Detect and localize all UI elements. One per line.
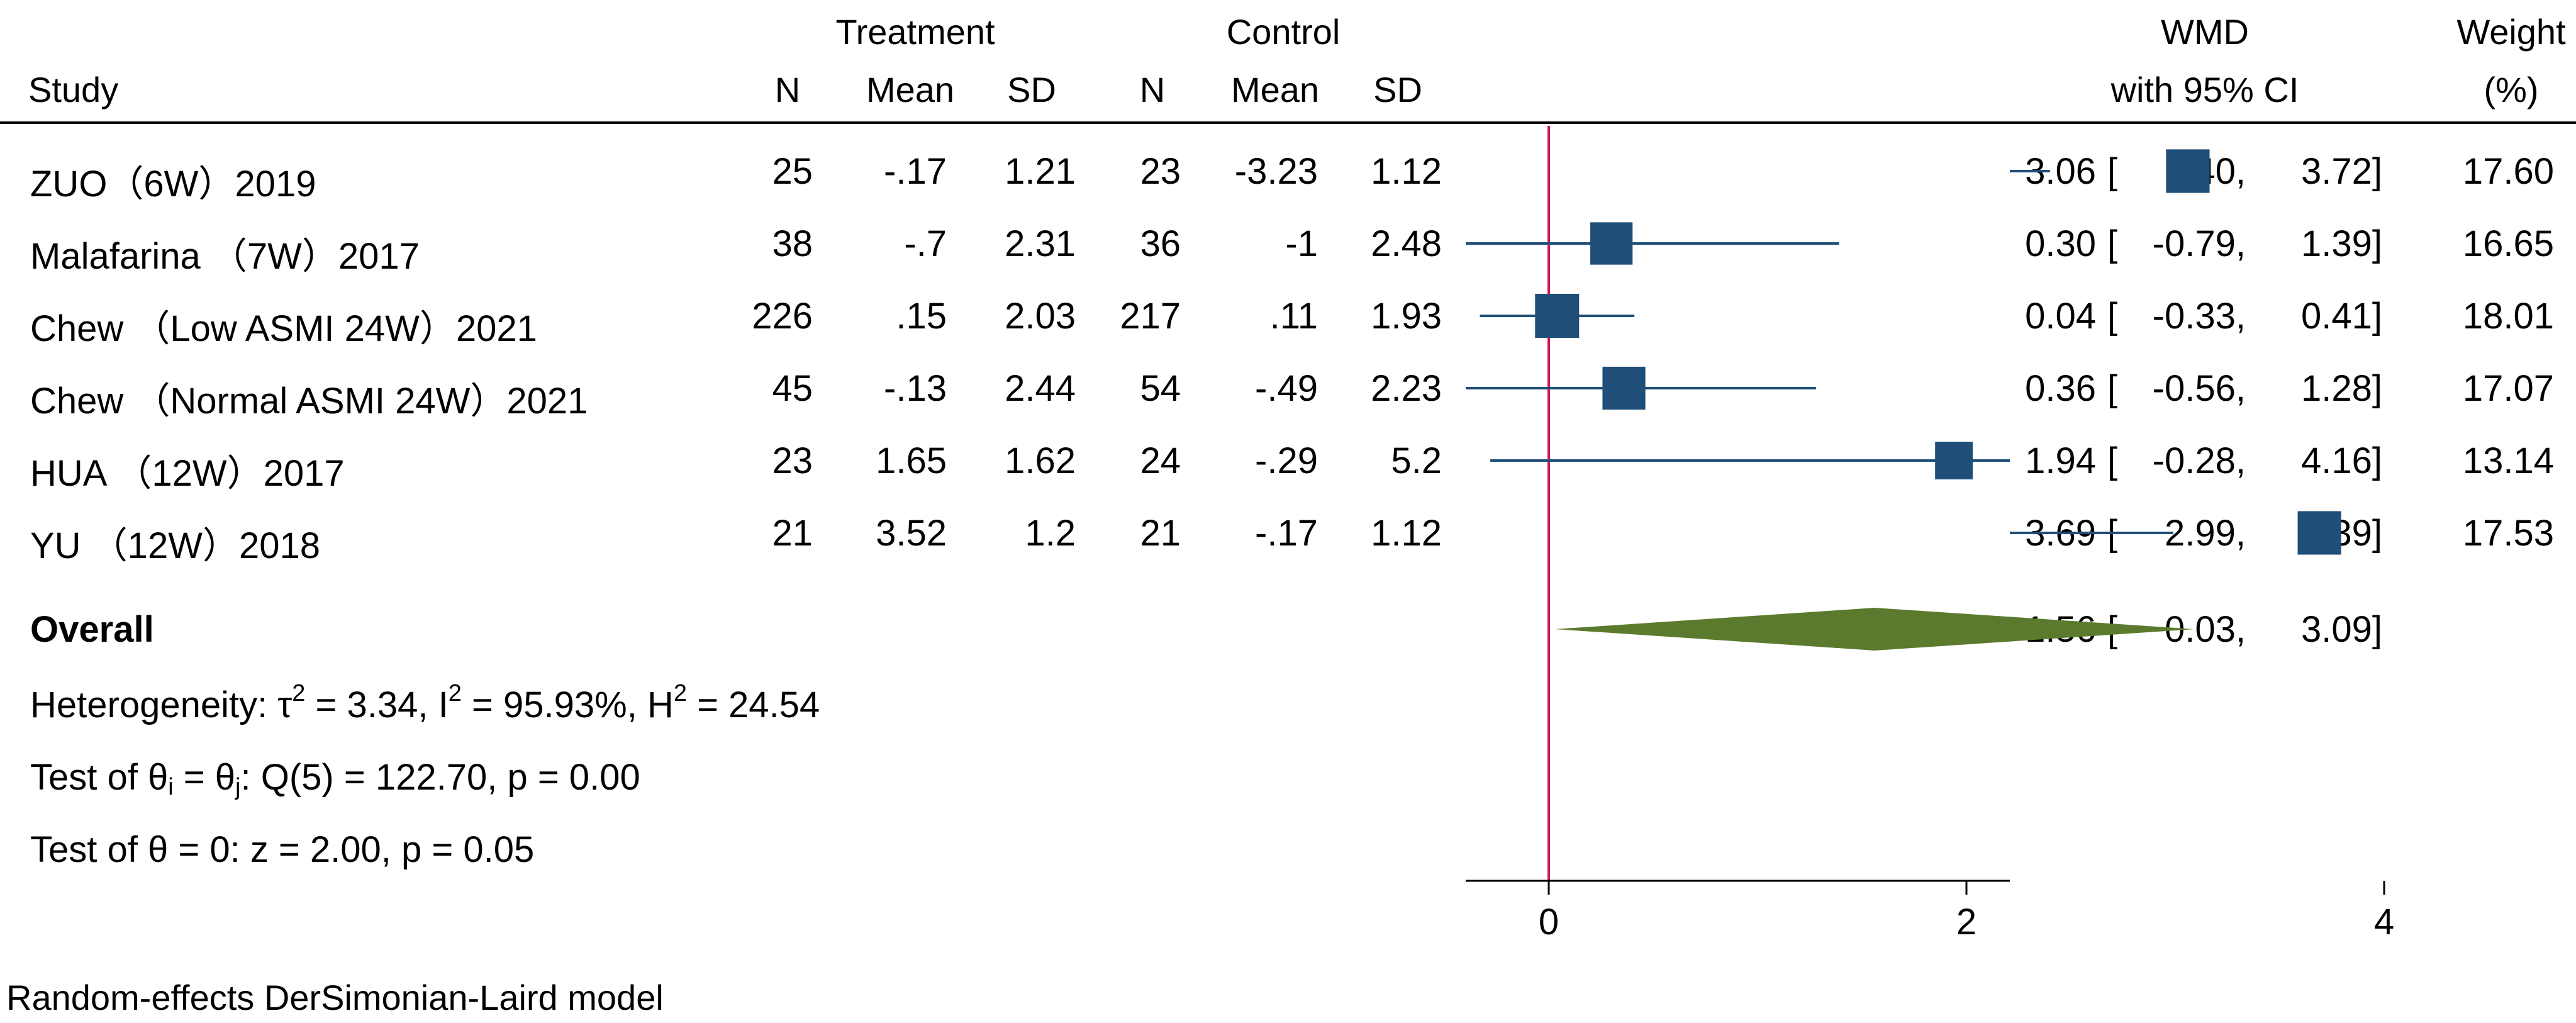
homogeneity-test-text: Test of θi = θj: Q(5) = 122.70, p = 0.00 [30, 757, 640, 800]
ci-lower-value: 2.99, [2165, 513, 2246, 554]
study-header: Study [28, 70, 118, 109]
ci-lower-value: -0.79, [2153, 223, 2246, 264]
ci-upper-value: 1.28] [2301, 368, 2382, 409]
weight-value: 13.14 [2463, 440, 2554, 481]
x-tick-label: 4 [2374, 902, 2394, 942]
weight-value: 17.53 [2463, 513, 2554, 554]
treatment-sd-header: SD [1007, 70, 1056, 109]
treatment-sd-value: 2.44 [1005, 368, 1076, 409]
weight-header-line2: (%) [2484, 70, 2538, 109]
control-sd-header: SD [1373, 70, 1422, 109]
ci-upper-value: 0.41] [2301, 296, 2382, 337]
weight-value: 18.01 [2463, 296, 2554, 337]
effect-estimate-value: 1.94 [2025, 440, 2096, 481]
treatment-n-header: N [775, 70, 800, 109]
study-label: ZUO（6W）2019 [30, 164, 316, 204]
ci-upper-value: 3.72] [2301, 151, 2382, 192]
control-sd-value: 5.2 [1391, 440, 1442, 481]
ci-open-bracket: [ [2107, 151, 2117, 192]
effect-header-line2: with 95% CI [2110, 70, 2299, 109]
overall-test-text: Test of θ = 0: z = 2.00, p = 0.05 [30, 829, 534, 870]
effect-marker [1935, 442, 1973, 479]
control-mean-value: .11 [1270, 296, 1318, 337]
heterogeneity-text: Heterogeneity: τ2 = 3.34, I2 = 95.93%, H… [30, 680, 820, 725]
treatment-mean-value: 3.52 [876, 513, 947, 554]
control-sd-value: 1.12 [1371, 151, 1442, 192]
control-n-value: 217 [1120, 296, 1181, 337]
control-n-value: 54 [1140, 368, 1181, 409]
treatment-mean-value: -.7 [904, 223, 947, 264]
study-label: Chew （Normal ASMI 24W）2021 [30, 381, 588, 422]
treatment-mean-value: -.13 [884, 368, 947, 409]
control-n-value: 24 [1140, 440, 1181, 481]
study-label: YU （12W）2018 [30, 525, 320, 566]
x-tick-label: 2 [1956, 902, 1977, 942]
overall-diamond [1554, 608, 2194, 651]
ci-upper-value: 4.16] [2301, 440, 2382, 481]
treatment-n-value: 38 [772, 223, 813, 264]
model-note: Random-effects DerSimonian-Laird model [6, 978, 664, 1017]
study-label: HUA （12W）2017 [30, 453, 345, 494]
study-label: Chew （Low ASMI 24W）2021 [30, 308, 537, 349]
weight-value: 17.07 [2463, 368, 2554, 409]
ci-open-bracket: [ [2107, 440, 2117, 481]
effect-estimate-value: 0.04 [2025, 296, 2096, 337]
ci-open-bracket: [ [2107, 368, 2117, 409]
treatment-mean-value: -.17 [884, 151, 947, 192]
ci-open-bracket: [ [2107, 296, 2117, 337]
effect-marker [2297, 511, 2341, 555]
treatment-mean-header: Mean [866, 70, 954, 109]
treatment-sd-value: 1.62 [1005, 440, 1076, 481]
weight-value: 17.60 [2463, 151, 2554, 192]
control-sd-value: 2.48 [1371, 223, 1442, 264]
control-sd-value: 2.23 [1371, 368, 1442, 409]
ci-lower-value: -0.56, [2153, 368, 2246, 409]
control-mean-value: -3.23 [1235, 151, 1318, 192]
effect-estimate-value: 0.36 [2025, 368, 2096, 409]
treatment-n-value: 21 [772, 513, 813, 554]
treatment-n-value: 226 [752, 296, 813, 337]
study-rows: ZUO（6W）201925-.171.2123-3.231.123.06[2.4… [30, 151, 2554, 650]
effect-estimate-value: 0.30 [2025, 223, 2096, 264]
x-tick-label: 0 [1539, 902, 1559, 942]
treatment-n-value: 25 [772, 151, 813, 192]
control-sd-value: 1.12 [1371, 513, 1442, 554]
overall-ci-upper-value: 3.09] [2301, 609, 2382, 650]
control-mean-value: -.17 [1255, 513, 1318, 554]
weight-header-line1: Weight [2456, 12, 2566, 52]
control-mean-value: -.49 [1255, 368, 1318, 409]
effect-marker [1590, 222, 1633, 265]
treatment-mean-value: 1.65 [876, 440, 947, 481]
control-mean-value: -1 [1285, 223, 1318, 264]
treatment-group-header: Treatment [835, 12, 995, 52]
ci-lower-value: -0.28, [2153, 440, 2246, 481]
control-sd-value: 1.93 [1371, 296, 1442, 337]
control-n-value: 21 [1140, 513, 1181, 554]
study-label: Malafarina （7W）2017 [30, 236, 420, 277]
control-n-header: N [1140, 70, 1165, 109]
treatment-sd-value: 1.2 [1025, 513, 1076, 554]
plot-marks: 0 2 4 [1466, 126, 2394, 942]
ci-upper-value: 1.39] [2301, 223, 2382, 264]
ci-lower-value: -0.33, [2153, 296, 2246, 337]
treatment-mean-value: .15 [896, 296, 947, 337]
treatment-sd-value: 1.21 [1005, 151, 1076, 192]
treatment-n-value: 23 [772, 440, 813, 481]
treatment-n-value: 45 [772, 368, 813, 409]
control-n-value: 23 [1140, 151, 1181, 192]
effect-marker [2166, 149, 2210, 193]
overall-label: Overall [30, 609, 154, 650]
effect-marker [1602, 366, 1646, 410]
control-mean-value: -.29 [1255, 440, 1318, 481]
treatment-sd-value: 2.31 [1005, 223, 1076, 264]
weight-value: 16.65 [2463, 223, 2554, 264]
control-n-value: 36 [1140, 223, 1181, 264]
ci-open-bracket: [ [2107, 223, 2117, 264]
effect-marker [1535, 294, 1580, 338]
control-group-header: Control [1227, 12, 1341, 52]
control-mean-header: Mean [1231, 70, 1319, 109]
treatment-sd-value: 2.03 [1005, 296, 1076, 337]
effect-header-line1: WMD [2161, 12, 2249, 52]
